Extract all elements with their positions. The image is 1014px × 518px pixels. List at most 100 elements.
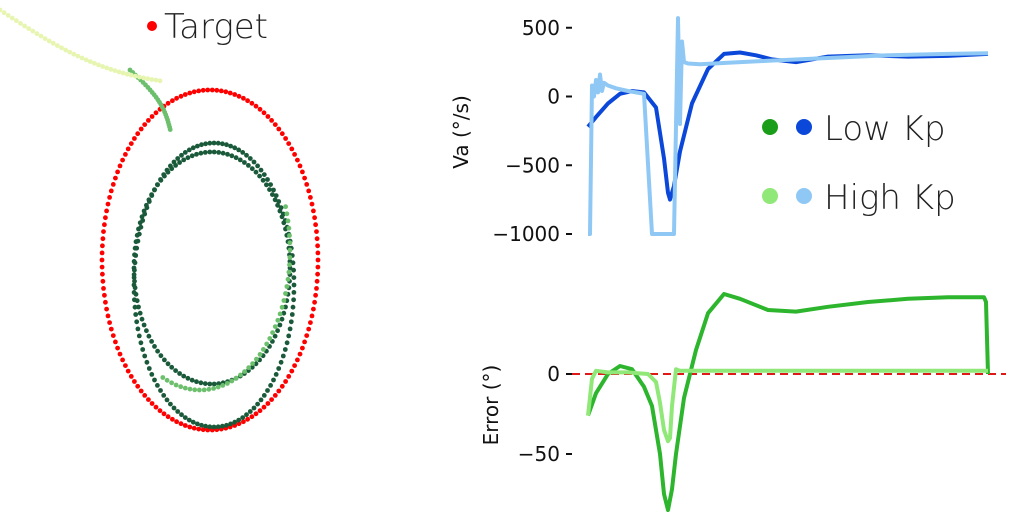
trajectory-point	[165, 100, 171, 106]
trajectory-point	[0, 7, 3, 13]
trajectory-point	[178, 93, 184, 99]
trajectory-point	[270, 192, 275, 198]
trajectory-point	[100, 271, 105, 277]
trajectory-point	[242, 160, 247, 165]
trajectory-point	[253, 169, 259, 175]
high-kp-blue-marker	[796, 188, 812, 204]
trajectory-point	[9, 15, 15, 21]
trajectory-point	[1, 10, 7, 16]
trajectory-point	[164, 397, 170, 403]
trajectory-point	[275, 317, 281, 323]
low-kp-blue-marker	[796, 119, 812, 135]
trajectory-point	[249, 166, 255, 172]
trajectory-point	[59, 45, 64, 51]
trajectory-point	[155, 348, 161, 354]
ytick-label: 500	[522, 16, 560, 40]
trajectory-point	[108, 326, 114, 332]
trajectory-point	[181, 157, 187, 163]
trajectory-point	[211, 140, 217, 146]
trajectory-point	[117, 351, 123, 357]
trajectory-point	[300, 169, 305, 175]
trajectory-point	[311, 208, 316, 214]
trajectory-point	[178, 384, 184, 390]
trajectory-point	[228, 143, 234, 149]
ytick-label: −1000	[492, 222, 560, 246]
trajectory-point	[135, 383, 141, 389]
trajectory-point	[233, 155, 239, 161]
trajectory-point	[288, 319, 294, 325]
trajectory-point	[232, 419, 238, 425]
trajectory-point	[55, 43, 60, 48]
trajectory-point	[277, 322, 283, 328]
trajectory-point	[105, 201, 111, 207]
trajectory-point	[133, 253, 139, 258]
trajectory-point	[285, 218, 291, 224]
trajectory-point	[5, 13, 11, 18]
trajectory-point	[34, 31, 40, 37]
ytick-label: −500	[505, 153, 560, 177]
trajectory-point	[182, 423, 188, 428]
trajectory-point	[232, 423, 238, 428]
trajectory-point	[182, 415, 188, 420]
trajectory-point	[120, 357, 125, 363]
trajectory-point	[67, 49, 73, 55]
trajectory-point	[236, 421, 242, 427]
trajectory-point	[138, 340, 144, 346]
trajectory-point	[291, 290, 297, 295]
trajectory-point	[30, 28, 36, 34]
trajectory-point	[165, 361, 171, 367]
trajectory-point	[168, 163, 173, 169]
trajectory-point	[75, 53, 81, 59]
trajectory-point	[138, 126, 144, 132]
trajectory-point	[134, 245, 140, 251]
trajectory-point	[162, 357, 167, 363]
trajectory-point	[174, 95, 180, 101]
trajectory-point	[115, 345, 120, 351]
trajectory-point	[169, 364, 175, 370]
trajectory-point	[18, 21, 23, 26]
trajectory-point	[314, 286, 319, 291]
trajectory-point	[179, 412, 184, 418]
error-series	[586, 292, 990, 512]
trajectory-point	[308, 320, 313, 325]
trajectory-point	[225, 381, 230, 386]
trajectory-point	[155, 383, 160, 388]
trajectory-point	[136, 231, 142, 237]
trajectory-point	[149, 372, 155, 377]
trajectory-point	[128, 141, 134, 147]
trajectory-point	[285, 276, 291, 282]
trajectory-point	[249, 100, 255, 106]
trajectory-point	[79, 55, 85, 61]
trajectory-point	[236, 417, 242, 423]
trajectory-point	[102, 292, 107, 298]
trajectory-point	[104, 65, 110, 71]
trajectory-point	[283, 136, 288, 141]
trajectory-point	[291, 267, 296, 273]
error-ylabel: Error (°)	[479, 365, 503, 446]
trajectory-point	[309, 201, 315, 207]
trajectory-point	[314, 278, 320, 284]
trajectory-point	[158, 353, 164, 359]
velocity-yticks: 500 0 −500 −1000	[492, 16, 572, 246]
trajectory-point	[254, 356, 259, 362]
trajectory-point	[271, 187, 276, 193]
ytick-label: 0	[547, 362, 560, 386]
trajectory-point	[211, 424, 217, 430]
trajectory-point	[279, 304, 285, 310]
trajectory-point	[246, 163, 251, 168]
trajectory-point	[253, 103, 259, 109]
trajectory-point	[241, 95, 246, 101]
trajectory-point	[236, 147, 242, 153]
trajectory-point	[265, 388, 270, 393]
trajectory-point	[284, 211, 290, 217]
trajectory-point	[99, 257, 105, 263]
trajectory-point	[236, 93, 242, 99]
trajectory-point	[202, 150, 208, 155]
trajectory-point	[132, 136, 137, 141]
trajectory-point	[244, 412, 249, 418]
trajectory-point	[167, 127, 173, 132]
trajectory-point	[284, 284, 290, 289]
error-yticks: 0 −50	[518, 362, 572, 466]
trajectory-point	[297, 351, 303, 357]
trajectory-point	[269, 118, 274, 123]
